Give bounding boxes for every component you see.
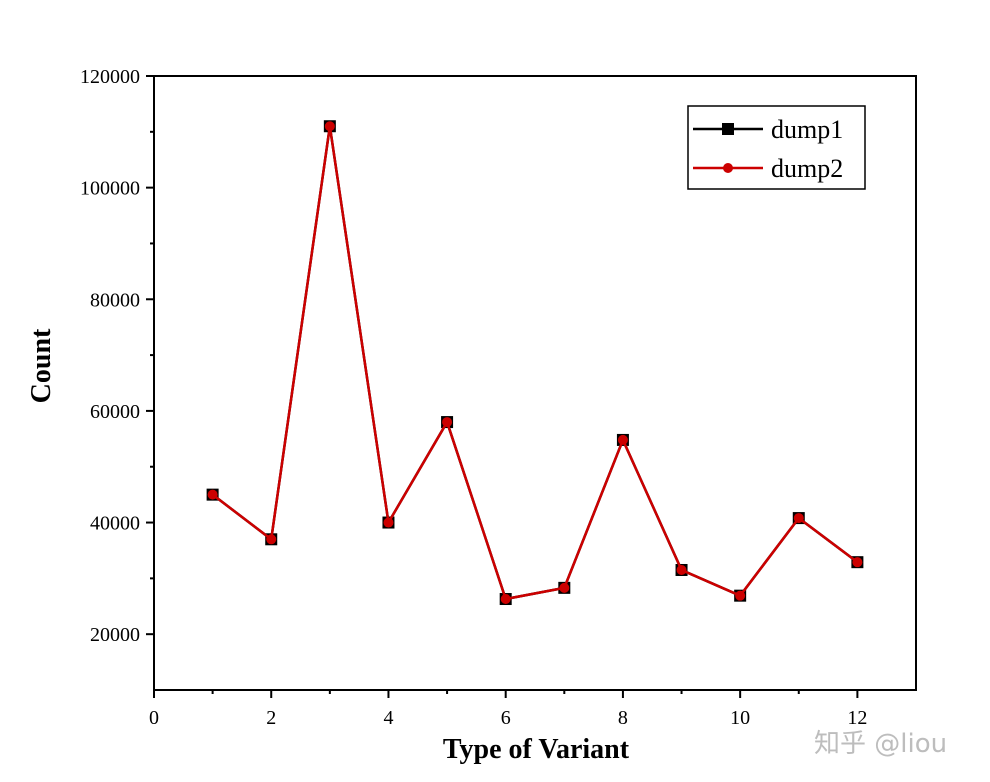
data-point-dump2 — [383, 517, 394, 528]
y-axis-title: Count — [26, 328, 57, 403]
data-point-dump2 — [207, 489, 218, 500]
legend-dump1-label: dump1 — [771, 115, 843, 144]
legend-box — [687, 105, 866, 190]
series-layer — [206, 120, 864, 606]
x-tick-label: 4 — [383, 707, 393, 729]
y-tick-label: 40000 — [90, 513, 140, 535]
series-line-dump2 — [211, 126, 859, 601]
data-point-dump2 — [324, 121, 335, 132]
legend-dump1-marker — [722, 123, 734, 135]
legend-dump2-marker — [723, 163, 733, 173]
plot-frame — [153, 75, 917, 691]
y-tick-label: 100000 — [80, 178, 140, 200]
x-tick-label: 8 — [618, 707, 628, 729]
x-tick-label: 6 — [501, 707, 511, 729]
x-tick-label: 2 — [266, 707, 276, 729]
data-point-dump2 — [442, 417, 453, 428]
legend-dump2-label: dump2 — [771, 154, 843, 183]
data-point-dump2 — [735, 590, 746, 601]
watermark: 知乎 @liou — [814, 729, 947, 759]
x-axis-title: Type of Variant — [443, 734, 630, 765]
x-tick-label: 12 — [847, 707, 867, 729]
data-point-dump2 — [617, 434, 628, 445]
series-line-dump1 — [211, 126, 859, 601]
y-tick-label: 80000 — [90, 289, 140, 311]
y-tick-label: 20000 — [90, 624, 140, 646]
data-point-dump2 — [793, 513, 804, 524]
y-axis-ticks: 20000 40000 60000 80000 100000 120000 — [80, 66, 154, 646]
y-tick-label: 120000 — [80, 66, 140, 88]
x-tick-label: 10 — [730, 707, 750, 729]
data-point-dump2 — [852, 557, 863, 568]
data-point-dump2 — [500, 594, 511, 605]
data-point-dump2 — [266, 534, 277, 545]
y-tick-label: 60000 — [90, 401, 140, 423]
legend: dump1 dump2 — [687, 105, 866, 190]
data-point-dump2 — [676, 564, 687, 575]
x-tick-label: 0 — [149, 707, 159, 729]
data-point-dump2 — [559, 582, 570, 593]
x-axis-ticks: 0 2 4 6 8 10 12 — [149, 690, 867, 729]
